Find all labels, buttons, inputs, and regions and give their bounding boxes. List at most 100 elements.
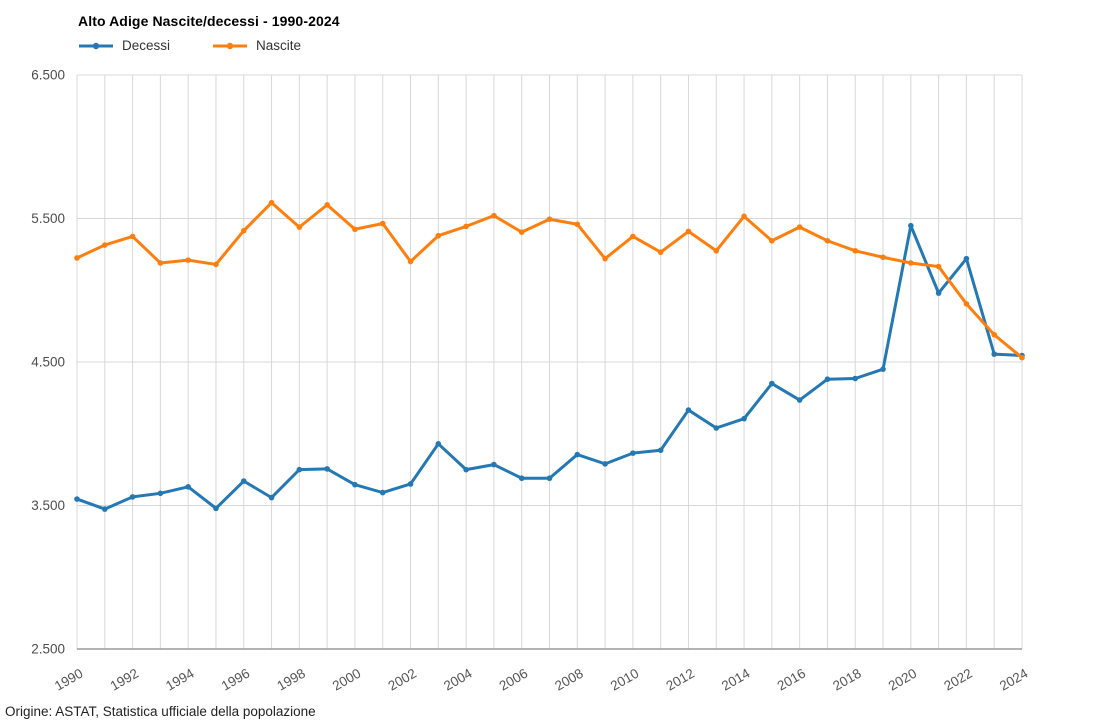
data-point-decessi [213, 505, 219, 512]
chart-legend: Decessi Nascite [78, 38, 301, 53]
data-point-nascite [240, 227, 247, 234]
data-point-decessi [74, 496, 80, 502]
data-point-nascite [546, 216, 553, 223]
x-tick-label: 2022 [941, 666, 975, 694]
nascite-line-icon [213, 42, 248, 49]
data-point-decessi [518, 475, 525, 482]
y-tick-label: 5.500 [31, 211, 65, 226]
data-point-decessi [991, 351, 998, 357]
x-tick-label: 2018 [830, 666, 864, 694]
data-point-decessi [713, 425, 720, 431]
data-point-decessi [963, 255, 970, 262]
data-point-nascite [824, 237, 831, 244]
data-point-nascite [796, 224, 803, 230]
data-point-decessi [935, 290, 942, 296]
data-point-decessi [324, 466, 330, 472]
data-point-decessi [352, 481, 358, 488]
decessi-line-icon [79, 42, 113, 49]
data-point-nascite [352, 226, 358, 233]
data-point-nascite [908, 260, 914, 266]
data-point-decessi [602, 461, 608, 467]
data-point-nascite [657, 249, 664, 256]
data-point-decessi [296, 466, 303, 473]
legend-item-nascite[interactable]: Nascite [212, 38, 301, 53]
data-point-decessi [491, 461, 497, 468]
data-point-nascite [963, 301, 970, 307]
data-point-nascite [324, 202, 330, 208]
data-point-nascite [157, 260, 164, 266]
data-point-decessi [435, 440, 442, 447]
data-point-nascite [379, 220, 386, 227]
data-point-decessi [574, 451, 581, 458]
x-tick-label: 2010 [608, 666, 642, 694]
x-tick-label: 2016 [775, 666, 809, 694]
data-point-decessi [685, 407, 692, 413]
data-point-nascite [1019, 354, 1025, 361]
data-point-nascite [852, 247, 859, 254]
data-point-nascite [630, 233, 636, 240]
x-tick-label: 2008 [552, 666, 586, 694]
data-point-nascite [880, 254, 886, 261]
data-point-nascite [268, 199, 275, 206]
legend-label-nascite: Nascite [256, 38, 302, 53]
legend-item-decessi[interactable]: Decessi [78, 38, 170, 53]
data-point-decessi [824, 376, 831, 383]
x-tick-label: 2024 [997, 665, 1031, 693]
y-tick-label: 3.500 [31, 498, 65, 513]
data-point-decessi [796, 397, 803, 403]
data-point-decessi [185, 484, 191, 490]
data-point-decessi [379, 489, 386, 496]
data-point-decessi [852, 375, 859, 382]
x-tick-label: 2002 [386, 666, 420, 694]
data-point-decessi [101, 506, 108, 512]
data-point-nascite [935, 263, 942, 270]
data-point-nascite [713, 247, 720, 254]
x-tick-label: 1990 [52, 666, 86, 694]
legend-label-decessi: Decessi [122, 38, 171, 53]
x-tick-label: 2012 [663, 666, 697, 694]
data-point-decessi [407, 481, 414, 487]
data-point-nascite [741, 213, 747, 220]
data-point-nascite [129, 233, 136, 240]
data-point-decessi [741, 415, 747, 422]
data-point-decessi [129, 494, 136, 500]
chart-title: Alto Adige Nascite/decessi - 1990-2024 [78, 13, 340, 29]
data-point-nascite [491, 212, 497, 219]
y-tick-label: 6.500 [31, 68, 65, 83]
data-point-decessi [880, 366, 886, 372]
data-point-decessi [546, 475, 553, 482]
data-point-nascite [991, 331, 998, 338]
data-point-decessi [268, 494, 275, 501]
data-point-nascite [574, 221, 581, 228]
x-tick-label: 2020 [886, 666, 920, 694]
data-point-nascite [213, 261, 219, 268]
data-point-decessi [908, 222, 914, 229]
data-point-decessi [157, 490, 164, 497]
data-point-nascite [101, 242, 108, 248]
x-tick-label: 2004 [441, 665, 475, 693]
x-tick-label: 2006 [497, 666, 531, 694]
data-point-nascite [74, 255, 80, 261]
data-point-nascite [407, 258, 414, 265]
data-point-nascite [463, 223, 469, 230]
data-point-nascite [185, 257, 191, 263]
data-point-decessi [463, 466, 469, 473]
source-note: Origine: ASTAT, Statistica ufficiale del… [5, 704, 316, 719]
data-point-decessi [769, 380, 775, 387]
data-point-nascite [685, 228, 692, 235]
data-point-nascite [435, 232, 442, 239]
x-tick-label: 2000 [330, 666, 364, 694]
x-tick-label: 1998 [274, 666, 308, 694]
data-point-nascite [769, 237, 775, 244]
y-tick-label: 2.500 [31, 642, 65, 657]
x-tick-label: 2014 [719, 665, 753, 693]
data-point-decessi [630, 450, 636, 456]
y-tick-label: 4.500 [31, 355, 65, 370]
data-point-decessi [240, 478, 247, 484]
data-point-nascite [602, 255, 608, 262]
x-tick-label: 1996 [219, 666, 253, 694]
x-tick-label: 1994 [163, 665, 197, 693]
x-tick-label: 1992 [108, 666, 142, 694]
